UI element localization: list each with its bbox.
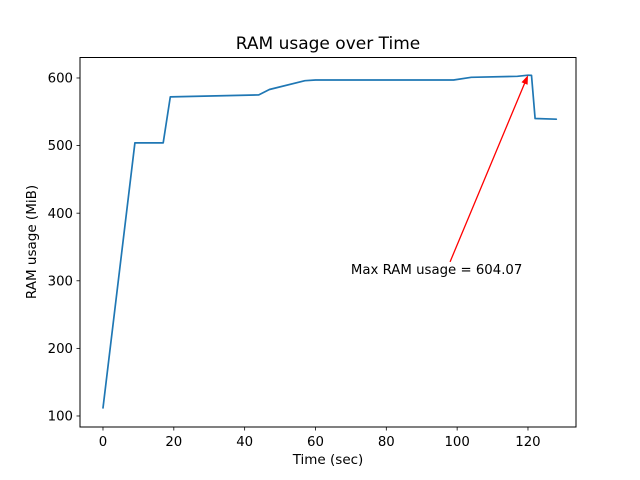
plot-border — [79, 57, 577, 428]
y-tick-label: 500 — [48, 139, 73, 154]
y-tick-label: 100 — [48, 410, 73, 425]
max-annotation-label: Max RAM usage = 604.07 — [351, 263, 522, 278]
y-axis-label: RAM usage (MiB) — [24, 185, 40, 299]
x-tick-label: 100 — [444, 435, 469, 450]
max-annotation-arrow — [449, 75, 528, 263]
axes-frame: 0 20 40 60 80 100 120 100 200 300 400 500 600 — [48, 57, 577, 450]
y-tick-label: 300 — [48, 274, 73, 289]
ram-usage-line — [102, 74, 558, 409]
ram-usage-series — [102, 74, 558, 409]
y-tick-label: 400 — [48, 207, 73, 222]
x-tick-label: 80 — [378, 435, 395, 450]
y-tick-label: 200 — [48, 342, 73, 357]
x-tick-label: 120 — [515, 435, 540, 450]
y-tick-label: 600 — [48, 72, 73, 87]
x-tick-label: 40 — [236, 435, 253, 450]
x-tick-label: 0 — [99, 435, 107, 450]
arrow-shaft — [449, 79, 527, 263]
chart-title: RAM usage over Time — [236, 34, 420, 54]
x-tick-label: 20 — [165, 435, 182, 450]
x-axis-label: Time (sec) — [292, 452, 364, 468]
x-tick-label: 60 — [307, 435, 324, 450]
arrow-head — [521, 75, 528, 85]
